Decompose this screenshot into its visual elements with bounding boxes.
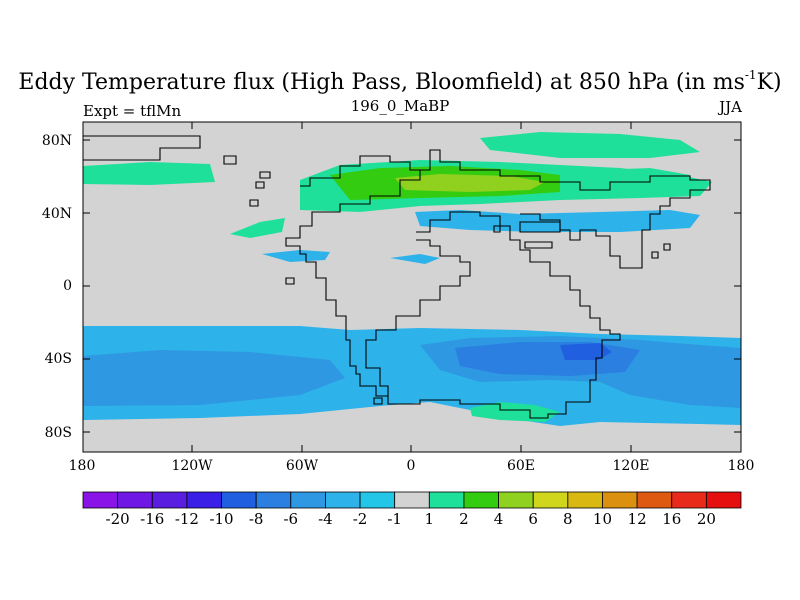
colorbar-tick-label: 10 [592,510,613,528]
season-label: JJA [719,98,742,116]
colorbar-swatch [498,491,534,509]
colorbar-tick-label: -12 [174,510,199,528]
lat-label-40s: 40S [44,351,72,367]
colorbar-swatch [636,491,673,509]
colorbar-swatch [255,491,292,509]
lon-label-60w: 60W [285,458,319,474]
colorbar-swatch [359,491,396,509]
axis-ticks [83,122,741,452]
lon-label-180w: 180 [68,458,96,474]
colorbar-tick-label: -4 [318,510,333,528]
lon-label-60e: 60E [506,458,536,474]
coastline-island-4 [249,199,259,207]
colorbar-swatch [705,491,742,509]
antarctic-positive-flux [470,402,560,422]
north-atlantic-negative [415,210,700,232]
arctic-flux-band [480,132,700,158]
coastline-arctic-strip [83,135,201,161]
southern-flux-core-1 [83,350,345,406]
colorbar-tick-label: 6 [528,510,538,528]
colorbar-tick-label: 16 [662,510,682,528]
colorbar-swatch [671,491,707,509]
colorbar-swatch [394,491,430,509]
lon-label-180e: 180 [727,458,755,474]
colorbar-tick-label: 8 [563,510,573,528]
pacific-flux-west [83,162,215,185]
lat-label-80n: 80N [41,133,72,149]
colorbar-tick-label: -6 [283,510,299,528]
colorbar-tick-label: 12 [627,510,647,528]
colorbar-swatch [463,491,499,509]
coastline-island-6 [663,243,671,251]
tropical-negative-1 [262,250,330,262]
map-frame [82,121,742,453]
tropical-negative-2 [390,254,440,264]
subtropic-positive [230,218,285,238]
colorbar-swatch [532,491,569,509]
colorbar-tick-label: 2 [459,510,469,528]
lon-label-0: 0 [406,458,416,474]
colorbar-swatch [82,491,119,509]
lat-label-0: 0 [63,278,72,294]
colorbar-tick-label: -20 [105,510,130,528]
colorbar-swatch [221,491,257,509]
colorbar-tick-label: -1 [387,510,402,528]
coastline-island-8 [373,397,383,405]
coastline-north-america [285,155,471,397]
lon-label-120e: 120E [612,458,650,474]
colorbar-tick-label: -10 [209,510,234,528]
colorbar-swatch [290,491,326,509]
colorbar-tick-label: 20 [696,510,716,528]
colorbar-swatch [567,491,603,509]
map-panel [83,122,741,452]
coastline-asia-east [519,221,561,233]
coastline-island-7 [651,251,659,259]
lat-label-40n: 40N [41,206,72,222]
colorbar-tick-label: -2 [352,510,368,528]
coastline-island-5 [285,277,295,285]
plot-title: Eddy Temperature flux (High Pass, Bloomf… [18,68,782,95]
colorbar-swatch [325,491,361,509]
colorbar-swatch [117,491,153,509]
eurasia-flux-max [395,174,545,192]
southern-flux-max [560,343,612,360]
coastline-north-eurasia [420,149,711,269]
colorbar-tick-label: 4 [493,510,504,528]
coastline-inland-lake [524,241,553,249]
lat-label-80s: 80S [44,425,72,441]
colorbar-tick-label: -16 [140,510,165,528]
coastlines [83,135,711,419]
run-label: 196_0_MaBP [350,97,450,115]
pacific-flux-east [600,168,690,192]
colorbar [82,491,742,509]
colorbar-swatch [151,491,188,509]
colorbar-tick-label: -8 [248,510,264,528]
coastline-island-1 [223,155,237,165]
colorbar-swatch [428,491,465,509]
coastline-island-9 [493,225,501,233]
colorbar-swatch [602,491,638,509]
lon-label-120w: 120W [171,458,213,474]
colorbar-swatch [186,491,222,509]
coastline-island-2 [259,171,271,179]
coastline-island-3 [255,181,265,189]
experiment-label: Expt = tflMn [83,102,182,120]
colorbar-tick-label: 1 [424,510,435,528]
